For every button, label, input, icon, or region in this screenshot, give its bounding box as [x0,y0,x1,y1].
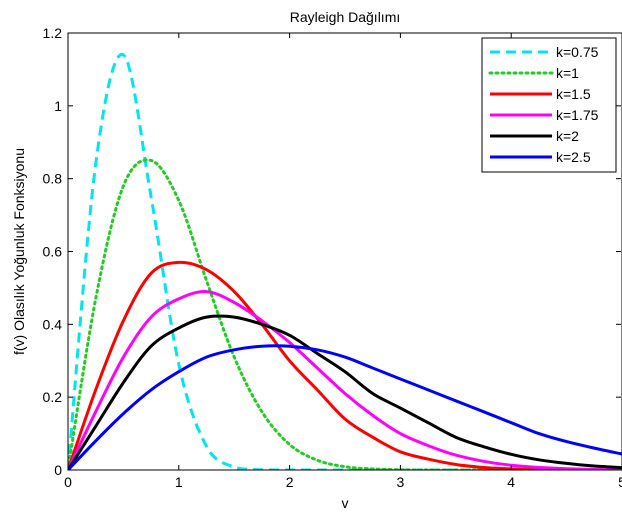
legend: k=0.75 k=1 k=1.5 k=1.75 k=2 k=2.5 [481,37,617,173]
x-tick-label: 2 [286,474,294,490]
x-tick-label: 3 [397,474,405,490]
x-tick-label: 5 [618,474,622,490]
x-tick-label: 0 [64,474,72,490]
legend-label: k=2 [556,128,579,144]
y-tick-label: 1.2 [43,25,63,41]
y-tick-label: 0 [54,462,62,478]
series-line-k-0-75 [68,53,622,470]
y-tick-label: 0.4 [43,316,63,332]
legend-label: k=1.5 [556,86,591,102]
x-axis-title: v [342,495,349,511]
y-tick-label: 1 [54,98,62,114]
legend-box [481,37,617,173]
chart-title: Rayleigh Dağılımı [290,9,401,25]
legend-label: k=1.75 [556,107,599,123]
legend-label: k=2.5 [556,149,591,165]
series-line-k-1 [68,158,622,470]
y-axis-title: f(v) Olasılık Yoğunluk Fonksiyonu [11,148,27,355]
y-tick-label: 0.2 [43,389,63,405]
x-tick-label: 4 [507,474,515,490]
series-line-k-2 [68,314,622,470]
legend-label: k=0.75 [556,44,599,60]
y-tick-label: 0.6 [43,244,63,260]
y-tick-label: 0.8 [43,171,63,187]
x-tick-label: 1 [175,474,183,490]
series-line-k-2-5 [68,344,622,470]
series-line-k-1-75 [68,290,622,470]
legend-label: k=1 [556,65,579,81]
series-line-k-1-5 [68,260,622,470]
